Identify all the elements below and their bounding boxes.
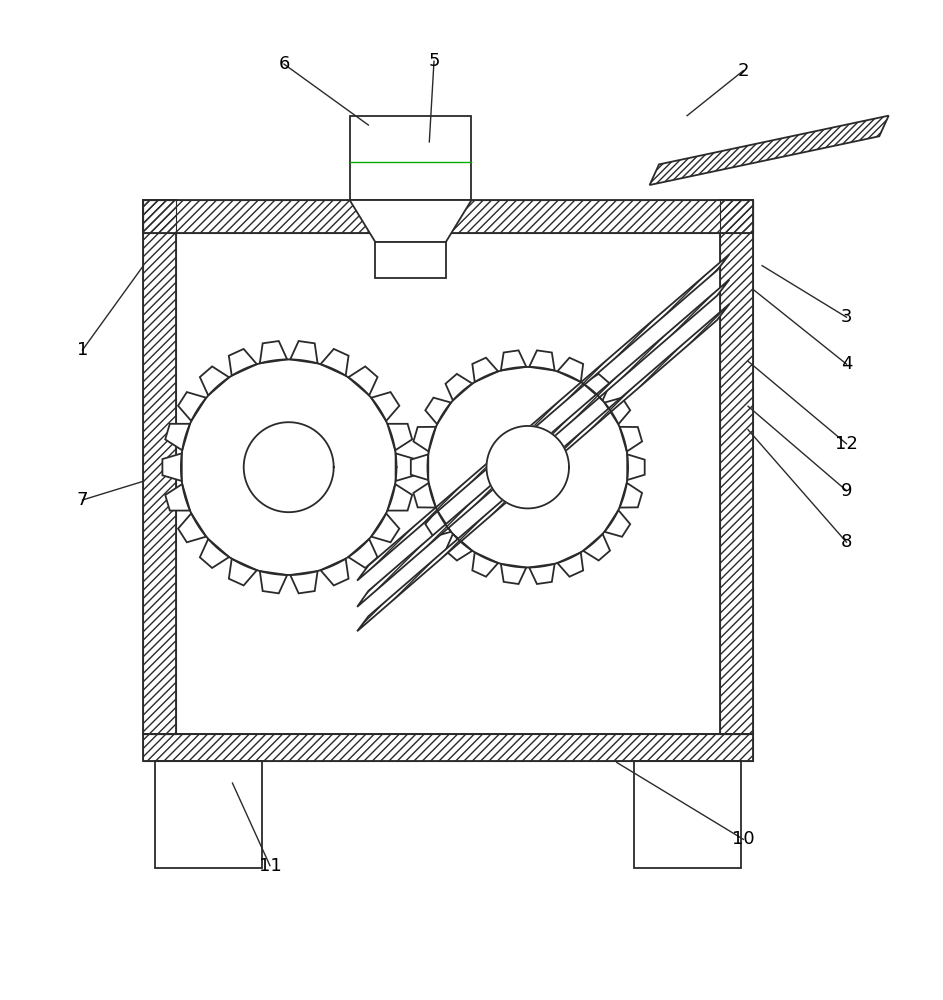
Polygon shape — [290, 341, 318, 363]
Polygon shape — [357, 254, 729, 581]
Polygon shape — [200, 366, 229, 395]
Polygon shape — [425, 510, 451, 537]
Polygon shape — [357, 304, 729, 631]
Bar — [143, 200, 753, 233]
Polygon shape — [529, 564, 554, 584]
Polygon shape — [178, 513, 207, 542]
Polygon shape — [411, 454, 428, 480]
Bar — [720, 200, 753, 734]
Polygon shape — [620, 427, 642, 451]
Polygon shape — [388, 424, 412, 450]
Text: 10: 10 — [732, 830, 754, 848]
Polygon shape — [557, 358, 583, 382]
Polygon shape — [321, 349, 349, 376]
Bar — [143, 734, 753, 761]
Polygon shape — [487, 426, 569, 508]
Text: 9: 9 — [841, 482, 852, 500]
Polygon shape — [372, 392, 399, 421]
Polygon shape — [557, 552, 583, 577]
Polygon shape — [348, 366, 377, 395]
Polygon shape — [583, 374, 610, 400]
Text: 3: 3 — [841, 308, 852, 326]
Text: 12: 12 — [835, 435, 858, 453]
Polygon shape — [445, 534, 472, 560]
Bar — [143, 200, 753, 233]
Polygon shape — [529, 350, 554, 371]
Polygon shape — [604, 398, 630, 424]
Text: 8: 8 — [841, 533, 852, 551]
Polygon shape — [229, 349, 256, 376]
Polygon shape — [350, 200, 472, 242]
Polygon shape — [178, 392, 207, 421]
Polygon shape — [165, 484, 190, 511]
Polygon shape — [472, 552, 498, 577]
Polygon shape — [357, 280, 729, 607]
Polygon shape — [413, 427, 436, 451]
Text: 11: 11 — [258, 857, 281, 875]
Polygon shape — [162, 453, 182, 481]
Bar — [375, 242, 446, 278]
Polygon shape — [260, 341, 288, 363]
Text: 1: 1 — [76, 341, 88, 359]
Polygon shape — [243, 422, 334, 512]
Polygon shape — [396, 453, 415, 481]
Polygon shape — [321, 559, 349, 585]
Text: 6: 6 — [278, 55, 290, 73]
Bar — [350, 116, 472, 200]
Polygon shape — [650, 116, 888, 185]
Polygon shape — [181, 359, 396, 575]
Polygon shape — [472, 358, 498, 382]
Bar — [720, 200, 753, 734]
Text: 7: 7 — [76, 491, 89, 509]
Polygon shape — [348, 539, 377, 568]
Polygon shape — [501, 564, 526, 584]
Bar — [143, 200, 176, 734]
Polygon shape — [372, 513, 399, 542]
Bar — [143, 200, 176, 734]
Polygon shape — [620, 483, 642, 508]
Polygon shape — [445, 374, 472, 400]
Polygon shape — [388, 484, 412, 511]
Polygon shape — [604, 510, 630, 537]
Bar — [143, 734, 753, 761]
Polygon shape — [627, 454, 645, 480]
Polygon shape — [229, 559, 256, 585]
Polygon shape — [425, 398, 451, 424]
Polygon shape — [427, 367, 628, 567]
Polygon shape — [413, 483, 436, 508]
Text: 4: 4 — [841, 355, 852, 373]
Text: 2: 2 — [737, 62, 749, 80]
Polygon shape — [165, 424, 190, 450]
Polygon shape — [583, 534, 610, 560]
Bar — [634, 761, 741, 868]
Bar — [155, 761, 262, 868]
Polygon shape — [290, 571, 318, 593]
Polygon shape — [200, 539, 229, 568]
Text: 5: 5 — [428, 52, 439, 70]
Polygon shape — [501, 350, 526, 371]
Polygon shape — [260, 571, 288, 593]
